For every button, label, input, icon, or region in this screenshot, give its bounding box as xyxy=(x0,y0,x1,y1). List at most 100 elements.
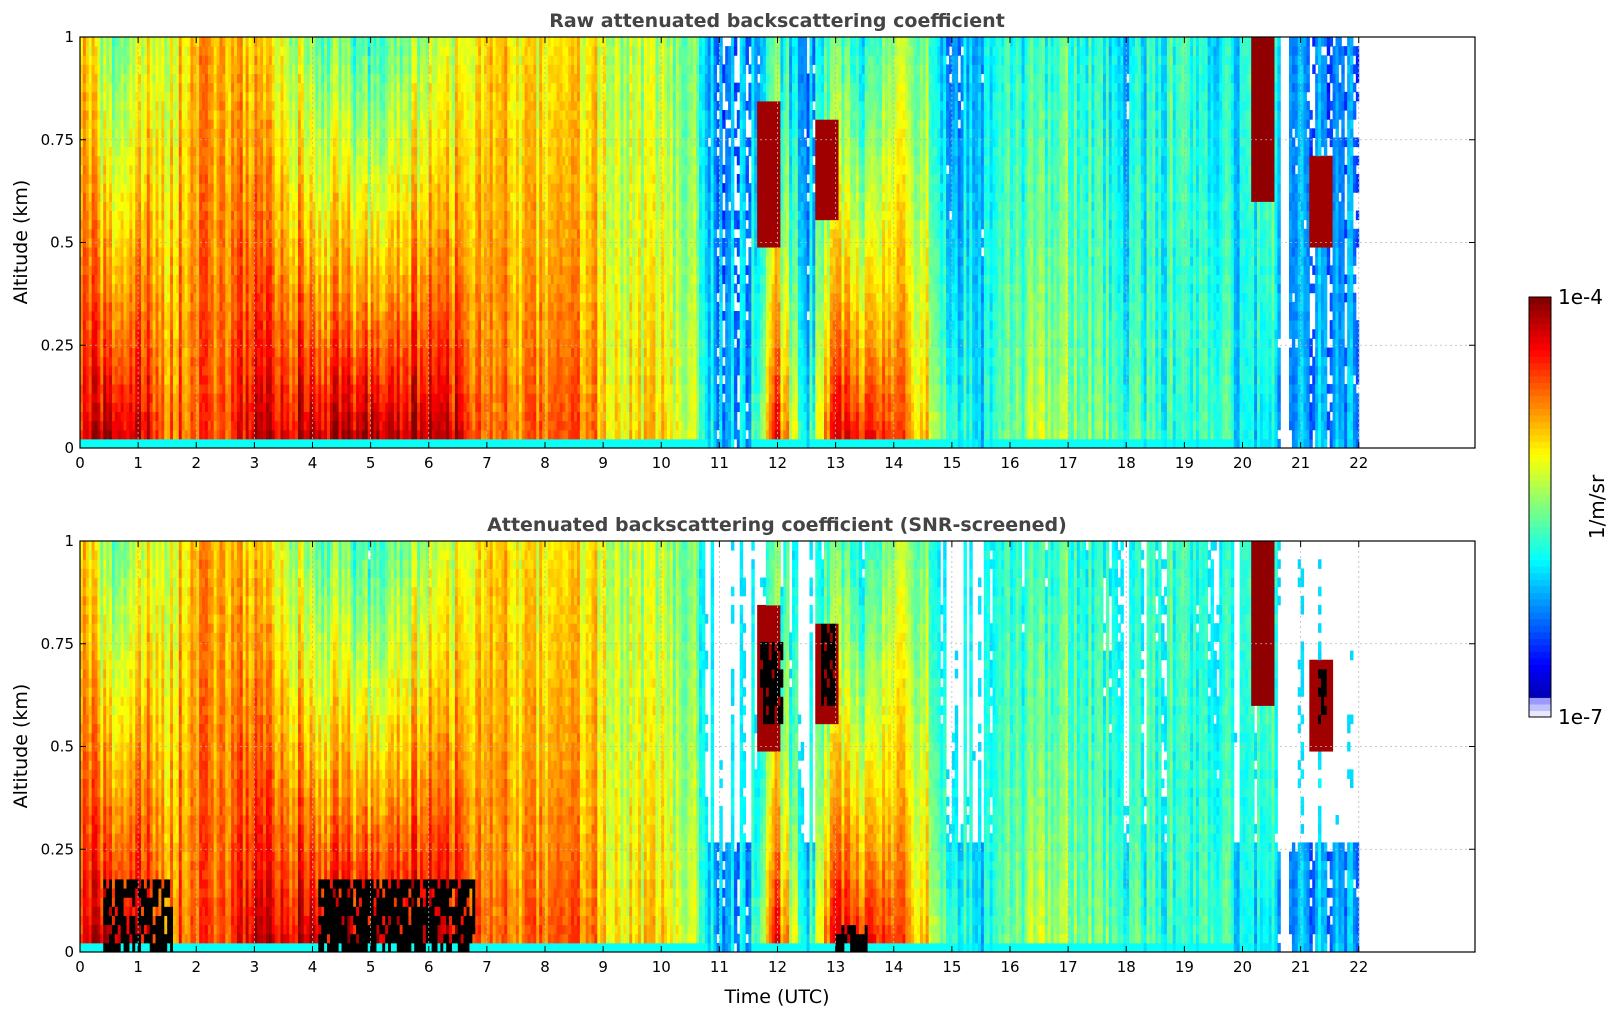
panel1-heat-cell xyxy=(103,348,106,358)
panel1-heat-cell xyxy=(307,311,310,321)
panel1-heat-cell xyxy=(301,147,304,157)
panel1-heat-cell xyxy=(356,156,359,166)
panel1-heat-cell xyxy=(150,439,153,449)
panel1-heat-cell xyxy=(263,284,266,294)
panel1-heat-cell xyxy=(301,274,304,284)
panel1-heat-cell xyxy=(243,55,246,65)
panel1-heat-cell xyxy=(158,320,161,330)
panel1-heat-cell xyxy=(321,55,324,65)
panel1-heat-cell xyxy=(86,156,89,166)
panel1-heat-cell xyxy=(150,411,153,421)
panel1-heat-cell xyxy=(295,110,298,120)
panel1-heat-cell xyxy=(231,201,234,211)
panel1-heat-cell xyxy=(121,375,124,385)
panel1-heat-cell xyxy=(344,55,347,65)
panel1-heat-cell xyxy=(281,165,284,175)
panel1-heat-cell xyxy=(394,348,397,358)
panel1-heat-cell xyxy=(89,165,92,175)
panel1-heat-cell xyxy=(315,265,318,275)
panel1-heat-cell xyxy=(388,411,391,421)
panel1-heat-cell xyxy=(286,329,289,339)
panel1-heat-cell xyxy=(342,101,345,111)
panel1-heat-cell xyxy=(391,375,394,385)
panel1-heat-cell xyxy=(196,165,199,175)
panel1-heat-cell xyxy=(324,119,327,129)
panel1-heat-cell xyxy=(228,165,231,175)
panel1-heat-cell xyxy=(211,211,214,221)
panel1-heat-cell xyxy=(394,393,397,403)
panel1-heat-cell xyxy=(147,293,150,303)
panel1-heat-cell xyxy=(95,174,98,184)
panel1-heat-cell xyxy=(344,83,347,93)
panel1-heat-cell xyxy=(321,430,324,440)
panel1-heat-cell xyxy=(394,128,397,138)
panel1-heat-cell xyxy=(304,439,307,449)
panel1-heat-cell xyxy=(100,247,103,257)
panel1-heat-cell xyxy=(217,265,220,275)
panel1-heat-cell xyxy=(330,174,333,184)
panel1-heat-cell xyxy=(394,220,397,230)
panel1-heat-cell xyxy=(330,220,333,230)
panel1-heat-cell xyxy=(269,265,272,275)
panel1-heat-cell xyxy=(173,211,176,221)
panel1-heat-cell xyxy=(318,165,321,175)
panel1-heat-cell xyxy=(176,156,179,166)
panel1-heat-cell xyxy=(246,83,249,93)
panel1-heat-cell xyxy=(153,137,156,147)
panel1-heat-cell xyxy=(86,439,89,449)
panel1-heat-cell xyxy=(115,402,118,412)
panel1-heat-cell xyxy=(190,101,193,111)
panel1-heat-cell xyxy=(220,348,223,358)
panel1-heat-cell xyxy=(205,211,208,221)
panel1-heat-cell xyxy=(243,92,246,102)
panel1-heat-cell xyxy=(298,256,301,266)
panel1-heat-cell xyxy=(214,375,217,385)
panel1-heat-cell xyxy=(190,83,193,93)
panel1-heat-cell xyxy=(228,229,231,239)
panel1-heat-cell xyxy=(246,247,249,257)
panel1-heat-cell xyxy=(356,311,359,321)
panel1-heat-cell xyxy=(347,247,350,257)
panel1-heat-cell xyxy=(289,74,292,84)
panel1-heat-cell xyxy=(379,293,382,303)
panel1-heat-cell xyxy=(286,201,289,211)
panel1-heat-cell xyxy=(379,338,382,348)
panel1-heat-cell xyxy=(92,83,95,93)
panel1-heat-cell xyxy=(161,201,164,211)
panel1-heat-cell xyxy=(240,46,243,56)
panel1-heat-cell xyxy=(86,110,89,120)
panel1-heat-cell xyxy=(217,156,220,166)
panel1-heat-cell xyxy=(324,137,327,147)
panel1-heat-cell xyxy=(388,357,391,367)
panel1-heat-cell xyxy=(156,284,159,294)
panel1-heat-cell xyxy=(347,211,350,221)
panel1-heat-cell xyxy=(286,366,289,376)
panel1-heat-cell xyxy=(127,430,130,440)
panel1-heat-cell xyxy=(246,92,249,102)
panel1-heat-cell xyxy=(379,110,382,120)
panel1-heat-cell xyxy=(292,439,295,449)
panel1-heat-cell xyxy=(298,265,301,275)
panel1-heat-cell xyxy=(356,211,359,221)
panel1-heat-cell xyxy=(161,55,164,65)
panel1-heat-cell xyxy=(185,302,188,312)
panel1-heat-cell xyxy=(275,220,278,230)
panel1-heat-cell xyxy=(97,430,100,440)
panel1-heat-cell xyxy=(327,238,330,248)
panel1-heat-cell xyxy=(249,338,252,348)
panel1-heat-cell xyxy=(246,183,249,193)
panel1-heat-cell xyxy=(391,101,394,111)
panel1-heat-cell xyxy=(260,192,263,202)
panel1-heat-cell xyxy=(365,229,368,239)
panel1-heat-cell xyxy=(397,375,400,385)
panel1-heat-cell xyxy=(188,201,191,211)
panel1-heat-cell xyxy=(318,55,321,65)
panel1-heat-cell xyxy=(400,192,403,202)
panel1-heat-cell xyxy=(249,101,252,111)
panel1-heat-cell xyxy=(254,421,257,431)
panel1-heat-cell xyxy=(362,411,365,421)
panel1-heat-cell xyxy=(211,147,214,157)
panel1-heat-cell xyxy=(211,274,214,284)
panel1-heat-cell xyxy=(231,338,234,348)
panel1-heat-cell xyxy=(283,220,286,230)
